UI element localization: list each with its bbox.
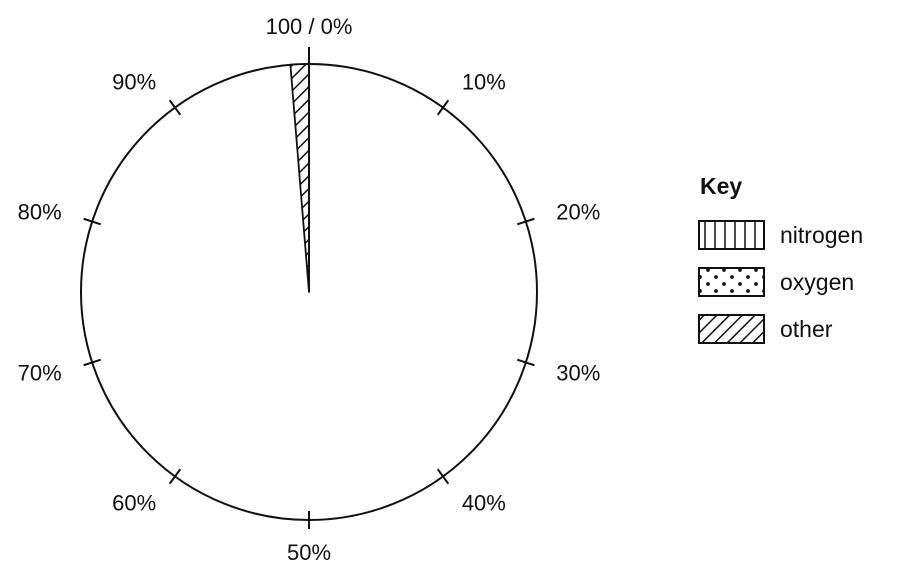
- tick-70: [83, 358, 102, 367]
- tick-label-30: 30%: [556, 360, 600, 385]
- legend: Key nitrogen oxygen other: [698, 173, 863, 344]
- legend-swatch-other: [698, 314, 765, 344]
- tick-30: [516, 358, 535, 367]
- tick-20: [516, 217, 535, 226]
- tick-label-0: 100 / 0%: [266, 14, 353, 39]
- tick-label-70: 70%: [18, 360, 62, 385]
- tick-80: [83, 217, 102, 226]
- tick-label-90: 90%: [112, 70, 156, 95]
- legend-label-other: other: [780, 316, 833, 342]
- percent-scale: 100 / 0% 10% 20% 30% 40% 50% 60% 70% 80% 90%: [18, 14, 601, 565]
- tick-label-20: 20%: [556, 200, 600, 225]
- tick-label-50: 50%: [287, 540, 331, 565]
- legend-label-oxygen: oxygen: [780, 269, 854, 295]
- tick-label-80: 80%: [18, 200, 62, 225]
- legend-swatch-nitrogen: [698, 220, 765, 250]
- tick-40: [436, 468, 450, 485]
- legend-label-nitrogen: nitrogen: [780, 222, 863, 248]
- tick-10: [436, 99, 450, 116]
- tick-60: [168, 468, 182, 485]
- legend-swatch-oxygen: [698, 267, 765, 297]
- tick-label-10: 10%: [462, 70, 506, 95]
- tick-label-40: 40%: [462, 490, 506, 515]
- tick-label-60: 60%: [112, 490, 156, 515]
- tick-90: [168, 99, 182, 116]
- legend-title: Key: [700, 173, 742, 199]
